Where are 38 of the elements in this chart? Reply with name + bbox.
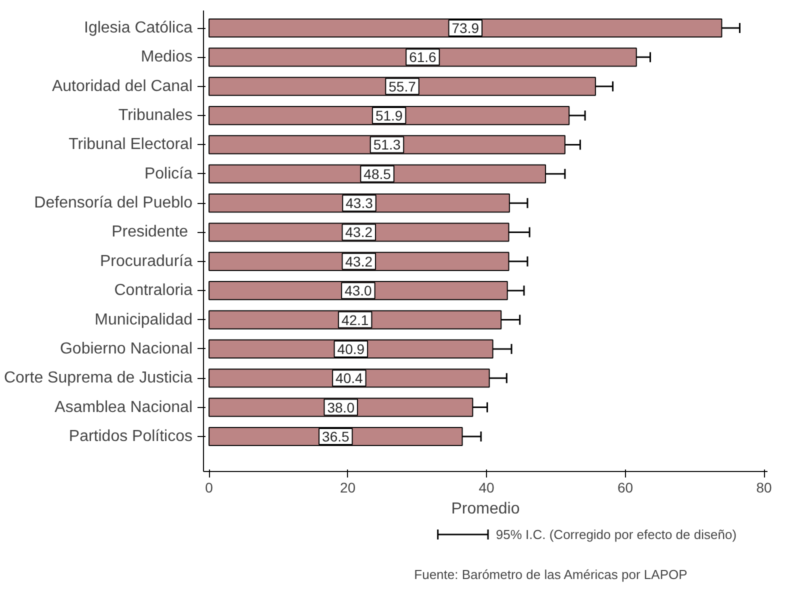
y-tick-label: Procuraduría	[100, 252, 193, 270]
data-label: 61.6	[409, 49, 437, 66]
data-label: 36.5	[322, 428, 350, 444]
data-label: 48.5	[364, 166, 392, 182]
y-tick-label: Contraloria	[114, 282, 193, 300]
y-tick-label: Iglesia Católica	[84, 20, 193, 37]
data-label: 42.1	[341, 312, 369, 328]
y-tick-label: Medios	[140, 48, 192, 66]
y-tick-label: Defensoría del Pueblo	[34, 194, 193, 212]
y-tick-label: Gobierno Nacional	[60, 340, 193, 358]
x-tick-label: 40	[478, 480, 495, 496]
data-label: 43.3	[346, 195, 374, 212]
data-label: 51.3	[373, 136, 401, 153]
y-tick-label: Tribunal Electoral	[68, 136, 192, 154]
x-axis-title: Promedio	[451, 500, 520, 518]
data-label: 55.7	[388, 78, 416, 94]
x-tick-label: 20	[340, 480, 356, 496]
x-tick-label: 60	[618, 480, 634, 496]
data-label: 40.9	[337, 340, 365, 357]
data-label: 40.4	[336, 370, 364, 386]
y-tick-label: Autoridad del Canal	[52, 78, 193, 95]
y-tick-label: Tribunales	[118, 107, 192, 124]
data-label: 51.9	[375, 108, 403, 124]
source-note: Fuente: Barómetro de las Américas por LAPOP	[414, 567, 688, 582]
y-tick-label: Municipalidad	[94, 311, 193, 328]
data-label: 38.0	[327, 399, 355, 416]
y-tick-label: Presidente	[112, 224, 188, 241]
y-tick-label: Policía	[144, 165, 193, 182]
x-tick-label: 0	[205, 480, 214, 496]
data-label: 43.0	[344, 282, 372, 299]
x-tick-label: 80	[756, 480, 772, 496]
y-tick-label: Asamblea Nacional	[54, 398, 193, 416]
text: 95% I.C. (Corregido por efecto de diseño)	[496, 527, 737, 542]
y-tick-label: Partidos Políticos	[68, 428, 192, 445]
y-tick-label: Corte Suprema de Justicia	[4, 370, 193, 387]
data-label: 43.2	[345, 253, 373, 270]
data-label: 43.2	[345, 224, 373, 240]
data-label: 73.9	[452, 20, 480, 36]
